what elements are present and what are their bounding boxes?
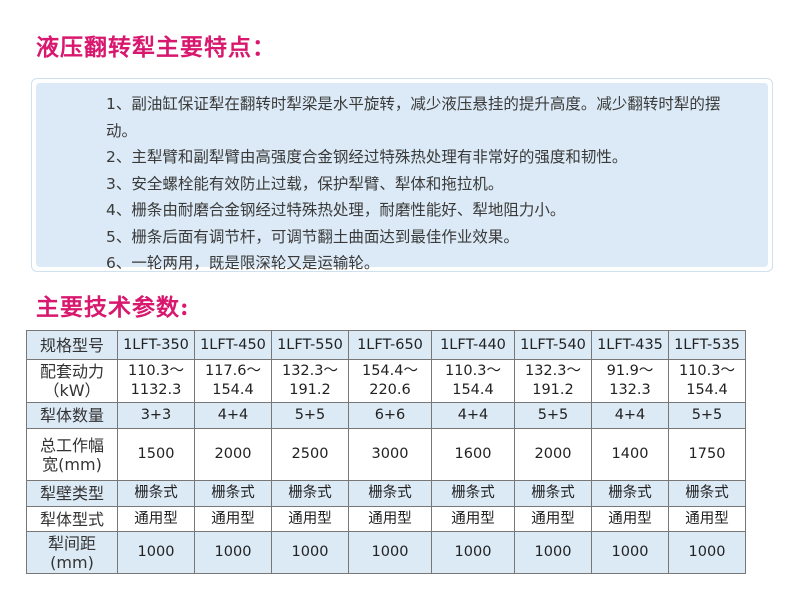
table-cell: 栅条式 [194,480,272,507]
feature-item: 6、一轮两用，既是限深轮又是运输轮。 [106,254,380,272]
feature-item: 4、栅条由耐磨合金钢经过特殊热处理，耐磨性能好、犁地阻力小。 [106,201,566,219]
table-row: 犁壁类型 栅条式 栅条式 栅条式 栅条式 栅条式 栅条式 栅条式 栅条式 [26,480,746,507]
table-cell: 栅条式 [348,480,432,507]
table-cell: 通用型 [431,506,515,532]
table-cell: 1LFT-650 [348,330,432,360]
specs-title: 主要技术参数: [36,294,190,321]
table-cell: 栅条式 [514,480,592,507]
table-cell: 2000 [194,428,272,481]
table-row: 总工作幅宽(mm) 1500 2000 2500 3000 1600 2000 1400 175… [26,428,746,481]
table-cell: 1000 [514,531,592,574]
table-cell: 栅条式 [591,480,669,507]
row-label: 犁体数量 [26,402,118,429]
row-label: 配套动力（kW） [26,359,118,403]
table-cell: 栅条式 [431,480,515,507]
table-cell: 4+4 [591,402,669,429]
table-cell: 通用型 [514,506,592,532]
table-cell: 栅条式 [271,480,349,507]
table-cell: 栅条式 [117,480,195,507]
table-cell: 1LFT-540 [514,330,592,360]
table-cell: 1000 [117,531,195,574]
features-list: 1、副油缸保证犁在翻转时犁梁是水平旋转，减少液压悬挂的提升高度。减少翻转时犁的摆… [36,83,768,272]
feature-item: 3、安全螺栓能有效防止过载，保护犁臂、犁体和拖拉机。 [106,174,504,193]
row-label: 犁间距(mm) [26,531,118,574]
feature-item: 1、副油缸保证犁在翻转时犁梁是水平旋转，减少液压悬挂的提升高度。减少翻转时犁的摆… [106,95,721,140]
table-row: 配套动力（kW） 110.3～1132.3 117.6～154.4 132.3～191… [26,359,746,403]
table-row: 犁体数量 3+3 4+4 5+5 6+6 4+4 5+5 4+4 5+5 [26,402,746,429]
table-cell: 1LFT-350 [117,330,195,360]
table-cell: 110.3～1132.3 [117,359,195,403]
feature-item: 2、主犁臂和副犁臂由高强度合金钢经过特殊热处理有非常好的强度和韧性。 [106,148,628,166]
table-cell: 1LFT-450 [194,330,272,360]
row-label: 犁体型式 [26,506,118,532]
specs-table: 规格型号 1LFT-350 1LFT-450 1LFT-550 1LFT-650 1LFT… [26,330,746,574]
table-cell: 通用型 [194,506,272,532]
table-cell: 通用型 [591,506,669,532]
feature-item: 5、栅条后面有调节杆，可调节翻土曲面达到最佳作业效果。 [106,227,519,246]
table-cell: 1000 [271,531,349,574]
table-cell: 2500 [271,428,349,481]
table-cell: 1000 [591,531,669,574]
table-cell: 4+4 [431,402,515,429]
table-cell: 2000 [514,428,592,481]
table-row: 规格型号 1LFT-350 1LFT-450 1LFT-550 1LFT-650 1LFT… [26,330,746,360]
table-cell: 154.4～220.6 [348,359,432,403]
table-cell: 1500 [117,428,195,481]
table-cell: 5+5 [514,402,592,429]
table-cell: 1750 [668,428,746,481]
table-cell: 1000 [194,531,272,574]
row-label: 总工作幅宽(mm) [26,428,118,481]
table-cell: 1000 [668,531,746,574]
table-cell: 1400 [591,428,669,481]
features-title: 液压翻转犁主要特点： [36,34,276,61]
row-label: 犁壁类型 [26,480,118,507]
table-cell: 1600 [431,428,515,481]
table-row: 犁体型式 通用型 通用型 通用型 通用型 通用型 通用型 通用型 通用型 [26,506,746,532]
table-cell: 栅条式 [668,480,746,507]
table-cell: 3000 [348,428,432,481]
table-cell: 1LFT-550 [271,330,349,360]
table-cell: 132.3～191.2 [514,359,592,403]
table-cell: 117.6～154.4 [194,359,272,403]
table-cell: 1LFT-440 [431,330,515,360]
table-cell: 110.3～154.4 [431,359,515,403]
row-label: 规格型号 [26,330,118,360]
table-cell: 3+3 [117,402,195,429]
table-row: 犁间距(mm) 1000 1000 1000 1000 1000 1000 1000 1000 [26,531,746,574]
table-cell: 1LFT-435 [591,330,669,360]
table-cell: 132.3～191.2 [271,359,349,403]
table-cell: 通用型 [348,506,432,532]
table-cell: 5+5 [668,402,746,429]
table-cell: 通用型 [117,506,195,532]
table-cell: 5+5 [271,402,349,429]
table-cell: 91.9～132.3 [591,359,669,403]
table-cell: 1000 [348,531,432,574]
table-cell: 110.3～154.4 [668,359,746,403]
table-cell: 通用型 [668,506,746,532]
table-cell: 4+4 [194,402,272,429]
features-box: 1、副油缸保证犁在翻转时犁梁是水平旋转，减少液压悬挂的提升高度。减少翻转时犁的摆… [31,78,773,272]
table-cell: 1LFT-535 [668,330,746,360]
table-cell: 6+6 [348,402,432,429]
table-cell: 通用型 [271,506,349,532]
table-cell: 1000 [431,531,515,574]
